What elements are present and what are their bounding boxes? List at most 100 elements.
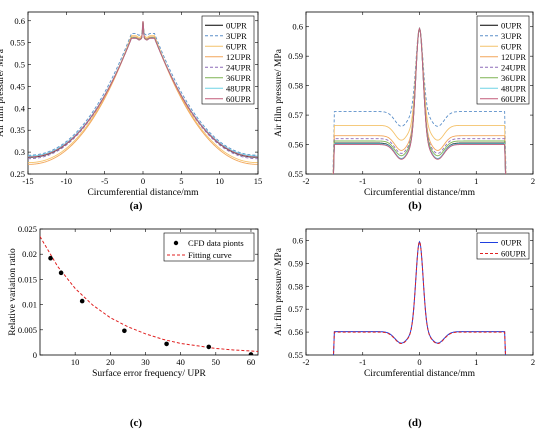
panel-c-ytick-label: 0.025: [18, 224, 37, 234]
panel-b-legend-label: 24UPR: [501, 62, 526, 72]
panel-b-ytick-label: 0.59: [288, 51, 303, 61]
panel-a-ytick-label: 0.4: [14, 103, 25, 113]
panel-b-xtick-label: -2: [302, 176, 309, 186]
panel-a-xtick-label: 5: [179, 176, 183, 186]
panel-a-ytick-label: 0.6: [14, 16, 25, 26]
panel-a-legend-label: 12UPR: [226, 52, 251, 62]
panel-c-data-point: [164, 341, 169, 347]
panel-b-legend-label: 60UPR: [501, 94, 526, 104]
panel-b-xtick-label: 1: [474, 176, 478, 186]
panel-b-ytick-label: 0.6: [292, 22, 303, 32]
panel-a-xtick-label: 15: [254, 176, 263, 186]
panel-d-ytick-label: 0.58: [288, 281, 303, 291]
panel-b-legend-label: 48UPR: [501, 83, 526, 93]
panel-b-ytick-label: 0.56: [288, 140, 303, 150]
panel-d-ytick-label: 0.59: [288, 258, 303, 268]
panel-c-ytick-label: 0: [33, 350, 37, 360]
panel-c-xlabel: Surface error frequency/ UPR: [92, 368, 206, 379]
panel-b-legend-label: 36UPR: [501, 73, 526, 83]
panel-b-series-60UPR: [333, 27, 506, 174]
panel-a-series-60UPR: [28, 20, 258, 158]
panel-a-xtick-label: 10: [215, 176, 224, 186]
panel-d-ytick-label: 0.6: [292, 235, 303, 245]
panel-c-data-point: [58, 270, 64, 276]
panel-a-ytick-label: 0.35: [10, 125, 25, 135]
panel-c-xtick-label: 10: [71, 357, 80, 367]
panel-a-legend-label: 24UPR: [226, 62, 251, 72]
panel-c-legend-marker: [173, 240, 179, 246]
panel-b-chart: -2 -1 0 1 2 0.55 0.56 0.57 0.58 0.59 0.6 Circumfere…: [273, 11, 535, 198]
panel-a-xtick-label: -10: [61, 176, 72, 186]
panel-b-xlabel: Circumferential distance/mm: [364, 187, 476, 198]
panel-a-xtick-label: -15: [22, 176, 33, 186]
panel-d-ylabel: Air film pressure/ MPa: [273, 247, 284, 336]
panel-a-label: (a): [130, 200, 143, 212]
panel-d-series-group: [333, 240, 506, 355]
panel-d-ytick-label: 0.55: [288, 350, 303, 360]
panel-d-chart: -2 -1 0 1 2 0.55 0.56 0.57 0.58 0.59 0.6 Circumfere…: [273, 228, 535, 379]
panel-c-chart: 10 20 30 40 50 60 0 0.005 0.01 0.015 0.02 0.025 Surf…: [8, 224, 259, 379]
panel-c-label: (c): [130, 417, 143, 429]
panel-c-series-group: [40, 236, 258, 355]
panel-b-xtick-label: -1: [359, 176, 366, 186]
panel-b-ytick-label: 0.58: [288, 81, 303, 91]
panel-b-legend-label: 6UPR: [501, 41, 522, 51]
panel-a-series-24UPR: [28, 20, 258, 160]
panel-c-legend-label: CFD data pionts: [188, 238, 244, 248]
panel-c-legend-box: [163, 232, 255, 262]
panel-c-ytick-label: 0.01: [22, 300, 37, 310]
panel-b-legend-label: 0UPR: [501, 20, 522, 30]
panel-d-xtick-label: -1: [359, 357, 366, 367]
panel-a-legend-box: [201, 15, 255, 105]
panel-c-fitting-curve: [40, 236, 258, 352]
panel-a-legend-label: 60UPR: [226, 94, 251, 104]
panel-b-xtick-label: 0: [417, 176, 421, 186]
panel-d-ytick-label: 0.57: [288, 304, 303, 314]
panel-a-chart: -15 -10 -5 0 5 10 15 0.25 0.3 0.35 0.4 0.45 0.5 0.55 0…: [0, 11, 263, 198]
panel-a-series-group: [28, 20, 258, 165]
panel-d-legend-box: [476, 232, 530, 260]
panel-d-xlabel: Circumferential distance/mm: [364, 368, 476, 379]
panel-c-data-point: [79, 298, 85, 304]
panel-a-legend-label: 3UPR: [226, 31, 247, 41]
panel-b-legend-label: 3UPR: [501, 31, 522, 41]
panel-d-xtick-label: 2: [531, 357, 535, 367]
panel-a-ytick-label: 0.3: [14, 147, 25, 157]
panel-c-xtick-label: 50: [212, 357, 221, 367]
panel-b-ytick-label: 0.55: [288, 169, 303, 179]
panel-c-legend-label: Fitting curve: [188, 250, 232, 260]
panel-a-xtick-label: 0: [141, 176, 145, 186]
panel-d-xtick-label: 0: [417, 357, 421, 367]
panel-c-xtick-label: 30: [141, 357, 150, 367]
panel-c-ytick-label: 0.015: [18, 274, 37, 284]
panel-b-label: (b): [408, 200, 422, 212]
panel-a-xlabel: Circumferential distance/mm: [87, 187, 199, 198]
panel-b-xtick-label: 2: [531, 176, 535, 186]
panel-c-xtick-label: 40: [176, 357, 185, 367]
panel-a-legend-label: 48UPR: [226, 83, 251, 93]
panel-a-legend-label: 6UPR: [226, 41, 247, 51]
panel-c-ytick-label: 0.02: [22, 249, 37, 259]
panel-a-xtick-label: -5: [101, 176, 108, 186]
panel-c-xtick-label: 60: [247, 357, 256, 367]
panel-b-series-group: [332, 27, 507, 174]
panel-d-series-60UPR: [333, 240, 506, 355]
panel-c-data-point: [48, 255, 53, 261]
panel-a-ytick-label: 0.25: [10, 169, 25, 179]
panel-d-series-0UPR: [333, 240, 506, 355]
panel-b-legend-label: 12UPR: [501, 52, 526, 62]
panel-a-ylabel: Air film pressure/ MPa: [0, 48, 6, 137]
panel-c-xtick-label: 20: [106, 357, 115, 367]
panel-d-legend-label: 0UPR: [501, 238, 522, 248]
panel-c-plot-frame: [39, 228, 259, 356]
panel-d-legend-label: 60UPR: [501, 249, 526, 259]
panel-a-ytick-label: 0.5: [14, 60, 25, 70]
panel-d-ytick-label: 0.56: [288, 327, 303, 337]
panel-d-xtick-label: 1: [474, 357, 478, 367]
panel-a-legend-label: 0UPR: [226, 20, 247, 30]
panel-b-legend-box: [476, 15, 530, 105]
panel-d-label: (d): [408, 417, 422, 429]
panel-c-data-point: [122, 328, 127, 334]
panel-c-data-point: [248, 352, 254, 355]
